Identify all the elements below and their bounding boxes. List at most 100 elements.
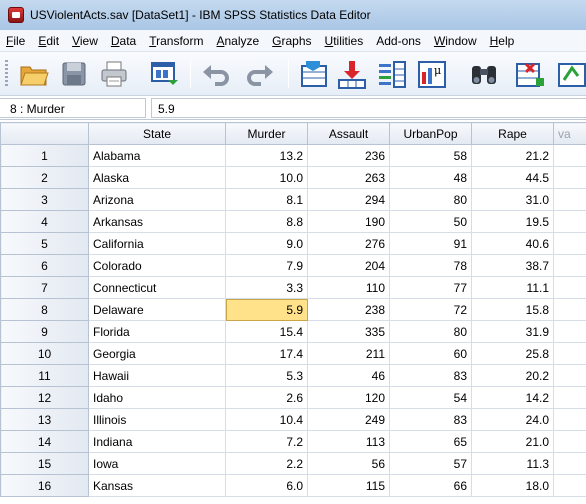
menu-edit[interactable]: Edit — [32, 30, 66, 52]
cell-rape[interactable]: 25.8 — [471, 342, 554, 365]
row-number[interactable]: 8 — [0, 298, 89, 321]
cell-state[interactable]: Arizona — [88, 188, 226, 211]
dialog-recall-icon[interactable] — [148, 58, 180, 90]
cell-urbanpop[interactable]: 60 — [389, 342, 472, 365]
cell-state[interactable]: Alaska — [88, 166, 226, 189]
print-icon[interactable] — [98, 58, 130, 90]
cell-assault[interactable]: 335 — [307, 320, 390, 343]
cell-assault[interactable]: 238 — [307, 298, 390, 321]
cell-assault[interactable]: 204 — [307, 254, 390, 277]
cell-assault[interactable]: 263 — [307, 166, 390, 189]
cell-murder[interactable]: 15.4 — [225, 320, 308, 343]
row-number[interactable]: 5 — [0, 232, 89, 255]
cell-urbanpop[interactable]: 91 — [389, 232, 472, 255]
run-descriptives-icon[interactable]: μ — [416, 58, 448, 90]
cell-rape[interactable]: 38.7 — [471, 254, 554, 277]
cell-assault[interactable]: 120 — [307, 386, 390, 409]
cell-urbanpop[interactable]: 80 — [389, 320, 472, 343]
cell-urbanpop[interactable]: 77 — [389, 276, 472, 299]
cell-state[interactable]: Indiana — [88, 430, 226, 453]
cell-assault[interactable]: 236 — [307, 144, 390, 167]
cell-empty[interactable] — [553, 364, 586, 387]
cell-rape[interactable]: 11.3 — [471, 452, 554, 475]
cell-empty[interactable] — [553, 232, 586, 255]
open-folder-icon[interactable] — [18, 58, 50, 90]
menu-utilities[interactable]: Utilities — [319, 30, 371, 52]
cell-urbanpop[interactable]: 58 — [389, 144, 472, 167]
cell-rape[interactable]: 24.0 — [471, 408, 554, 431]
cell-assault[interactable]: 115 — [307, 474, 390, 497]
row-number[interactable]: 12 — [0, 386, 89, 409]
cell-urbanpop[interactable]: 48 — [389, 166, 472, 189]
toolbar-grip[interactable] — [5, 60, 8, 88]
cell-murder[interactable]: 3.3 — [225, 276, 308, 299]
cell-state[interactable]: Iowa — [88, 452, 226, 475]
cell-state[interactable]: Delaware — [88, 298, 226, 321]
cell-urbanpop[interactable]: 50 — [389, 210, 472, 233]
cell-rape[interactable]: 19.5 — [471, 210, 554, 233]
cell-murder[interactable]: 2.2 — [225, 452, 308, 475]
cell-empty[interactable] — [553, 452, 586, 475]
cell-murder[interactable]: 8.8 — [225, 210, 308, 233]
menu-data[interactable]: Data — [105, 30, 143, 52]
cell-rape[interactable]: 31.9 — [471, 320, 554, 343]
cell-murder[interactable]: 7.2 — [225, 430, 308, 453]
redo-icon[interactable] — [244, 58, 276, 90]
save-icon[interactable] — [58, 58, 90, 90]
row-number[interactable]: 16 — [0, 474, 89, 497]
menu-transform[interactable]: Transform — [143, 30, 210, 52]
cell-murder[interactable]: 17.4 — [225, 342, 308, 365]
menu-view[interactable]: View — [66, 30, 105, 52]
cell-urbanpop[interactable]: 66 — [389, 474, 472, 497]
column-header-murder[interactable]: Murder — [225, 122, 308, 145]
cell-empty[interactable] — [553, 188, 586, 211]
cell-state[interactable]: Connecticut — [88, 276, 226, 299]
cell-urbanpop[interactable]: 83 — [389, 364, 472, 387]
undo-icon[interactable] — [200, 58, 232, 90]
variables-icon[interactable] — [376, 58, 408, 90]
cell-empty[interactable] — [553, 342, 586, 365]
cell-state[interactable]: Colorado — [88, 254, 226, 277]
cell-rape[interactable]: 21.2 — [471, 144, 554, 167]
corner-header[interactable] — [0, 122, 89, 145]
menu-file[interactable]: File — [0, 30, 32, 52]
cell-assault[interactable]: 249 — [307, 408, 390, 431]
cell-murder[interactable]: 10.4 — [225, 408, 308, 431]
cell-empty[interactable] — [553, 210, 586, 233]
menu-add-ons[interactable]: Add-ons — [370, 30, 428, 52]
goto-variable-icon[interactable] — [336, 58, 368, 90]
cell-empty[interactable] — [553, 276, 586, 299]
cell-state[interactable]: Arkansas — [88, 210, 226, 233]
row-number[interactable]: 9 — [0, 320, 89, 343]
cell-murder[interactable]: 9.0 — [225, 232, 308, 255]
split-file-icon[interactable] — [556, 58, 586, 90]
cell-empty[interactable] — [553, 386, 586, 409]
cell-urbanpop[interactable]: 83 — [389, 408, 472, 431]
cell-empty[interactable] — [553, 430, 586, 453]
cell-rape[interactable]: 21.0 — [471, 430, 554, 453]
cell-empty[interactable] — [553, 166, 586, 189]
menu-graphs[interactable]: Graphs — [266, 30, 318, 52]
cell-empty[interactable] — [553, 408, 586, 431]
cell-murder[interactable]: 2.6 — [225, 386, 308, 409]
cell-assault[interactable]: 110 — [307, 276, 390, 299]
cell-rape[interactable]: 18.0 — [471, 474, 554, 497]
row-number[interactable]: 11 — [0, 364, 89, 387]
row-number[interactable]: 14 — [0, 430, 89, 453]
cell-assault[interactable]: 276 — [307, 232, 390, 255]
cell-state[interactable]: California — [88, 232, 226, 255]
goto-case-icon[interactable] — [298, 58, 330, 90]
row-number[interactable]: 7 — [0, 276, 89, 299]
cell-empty[interactable] — [553, 320, 586, 343]
cell-value-input[interactable]: 5.9 — [151, 98, 586, 118]
cell-murder[interactable]: 13.2 — [225, 144, 308, 167]
cell-empty[interactable] — [553, 254, 586, 277]
row-number[interactable]: 1 — [0, 144, 89, 167]
cell-rape[interactable]: 11.1 — [471, 276, 554, 299]
find-icon[interactable] — [468, 58, 500, 90]
row-number[interactable]: 2 — [0, 166, 89, 189]
cell-rape[interactable]: 40.6 — [471, 232, 554, 255]
spss-app-icon[interactable] — [8, 7, 24, 23]
row-number[interactable]: 6 — [0, 254, 89, 277]
cell-state[interactable]: Kansas — [88, 474, 226, 497]
